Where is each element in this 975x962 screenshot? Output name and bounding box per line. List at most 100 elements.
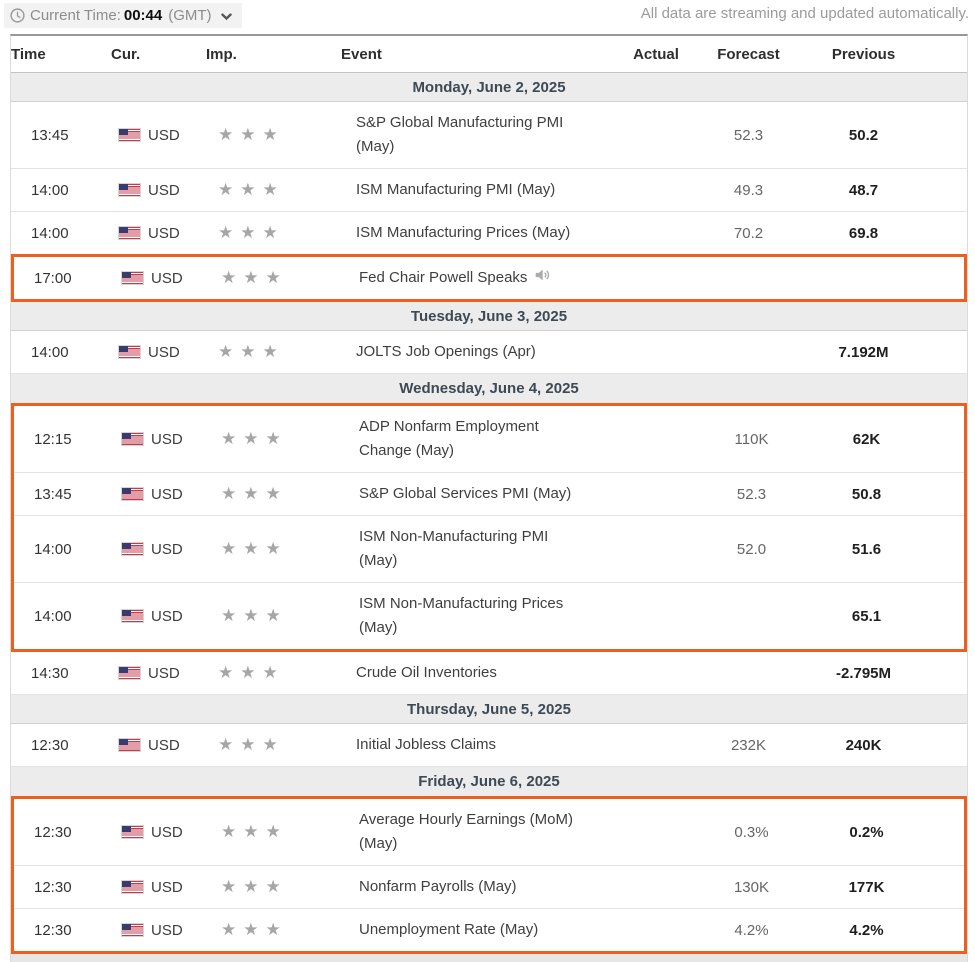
chevron-down-icon[interactable] — [220, 13, 232, 21]
star-icon: ★ — [218, 125, 234, 144]
event-line: ISM Non-Manufacturing PMI — [359, 528, 549, 545]
event-time: 13:45 — [34, 485, 72, 503]
event-name[interactable]: ADP Nonfarm Employment Change (May) — [344, 406, 619, 472]
table-row[interactable]: 12:30 USD ★ ★ ★ Initial Jobless Claims 232… — [11, 724, 967, 767]
table-row[interactable]: 14:00 USD ★ ★ ★ ISM Non-Manufacturing PMI (… — [14, 516, 964, 583]
star-icon: ★ — [265, 606, 281, 625]
star-icon: ★ — [265, 822, 281, 841]
forecast-value: 232K — [730, 736, 767, 754]
star-icon: ★ — [265, 539, 281, 558]
table-row[interactable]: 17:00 USD ★ ★ ★ Fed Chair Powell Speaks — [14, 257, 964, 299]
importance-stars: ★ ★ ★ — [206, 125, 341, 145]
event-name[interactable]: ISM Non-Manufacturing PMI (May) — [344, 516, 619, 582]
star-icon: ★ — [218, 180, 234, 199]
importance-stars: ★ ★ ★ — [209, 606, 344, 626]
event-name[interactable]: Unemployment Rate (May) — [344, 909, 619, 951]
event-line: ADP Nonfarm Employment — [359, 418, 539, 435]
event-name[interactable]: Fed Chair Powell Speaks — [344, 257, 619, 299]
event-time: 14:30 — [31, 664, 69, 682]
importance-stars: ★ ★ ★ — [209, 429, 344, 449]
star-icon: ★ — [218, 342, 234, 361]
importance-stars: ★ ★ ★ — [209, 920, 344, 940]
event-name[interactable]: Crude Oil Inventories — [341, 652, 616, 694]
event-line: Initial Jobless Claims — [356, 736, 497, 753]
importance-stars: ★ ★ ★ — [206, 342, 341, 362]
event-name[interactable]: JOLTS Job Openings (Apr) — [341, 331, 616, 373]
star-icon: ★ — [221, 268, 237, 287]
economic-calendar-table: Time Cur. Imp. Event Actual Forecast Pre… — [10, 34, 968, 962]
table-row[interactable]: 14:00 USD ★ ★ ★ ISM Manufacturing Prices (… — [11, 212, 967, 254]
day-header-monday: Monday, June 2, 2025 — [11, 73, 967, 102]
currency-label: USD — [148, 181, 180, 199]
currency-label: USD — [148, 224, 180, 242]
event-name[interactable]: S&P Global Manufacturing PMI (May) — [341, 102, 616, 168]
us-flag-icon — [118, 226, 141, 240]
star-icon: ★ — [218, 735, 234, 754]
importance-stars: ★ ★ ★ — [206, 663, 341, 683]
star-icon: ★ — [265, 877, 281, 896]
table-row[interactable]: 14:00 USD ★ ★ ★ ISM Manufacturing PMI (May… — [11, 169, 967, 212]
event-name[interactable]: Nonfarm Payrolls (May) — [344, 866, 619, 908]
star-icon: ★ — [218, 223, 234, 242]
column-header-event: Event — [341, 45, 382, 63]
table-row[interactable]: 14:00 USD ★ ★ ★ ISM Non-Manufacturing Pric… — [14, 583, 964, 649]
next-section-strip — [11, 954, 967, 962]
event-name[interactable]: Average Hourly Earnings (MoM) (May) — [344, 799, 619, 865]
day-header-friday: Friday, June 6, 2025 — [11, 767, 967, 796]
star-icon: ★ — [240, 223, 256, 242]
event-line: Crude Oil Inventories — [356, 664, 497, 681]
previous-value: 50.2 — [848, 126, 879, 144]
event-line: Average Hourly Earnings (MoM) — [359, 811, 573, 828]
event-time: 13:45 — [31, 126, 69, 144]
table-row[interactable]: 12:30 USD ★ ★ ★ Average Hourly Earnings (M… — [14, 799, 964, 866]
current-time-label: Current Time: — [30, 7, 121, 24]
speaker-icon[interactable] — [534, 266, 551, 290]
currency-label: USD — [148, 343, 180, 361]
star-icon: ★ — [240, 125, 256, 144]
event-name[interactable]: ISM Manufacturing Prices (May) — [341, 212, 616, 254]
table-row[interactable]: 14:30 USD ★ ★ ★ Crude Oil Inventories -2.7… — [11, 652, 967, 695]
currency-label: USD — [148, 736, 180, 754]
currency-cell: USD — [111, 225, 206, 242]
us-flag-icon — [118, 666, 141, 680]
event-line: Fed Chair Powell Speaks — [359, 269, 528, 286]
column-header-forecast: Forecast — [717, 45, 780, 63]
us-flag-icon — [121, 609, 144, 623]
us-flag-icon — [121, 271, 144, 285]
star-icon: ★ — [221, 484, 237, 503]
forecast-value: 110K — [734, 430, 769, 448]
timezone-label: (GMT) — [168, 7, 212, 24]
table-row[interactable]: 13:45 USD ★ ★ ★ S&P Global Manufacturing P… — [11, 102, 967, 169]
day-header-thursday: Thursday, June 5, 2025 — [11, 695, 967, 724]
currency-cell: USD — [111, 737, 206, 754]
table-row[interactable]: 12:15 USD ★ ★ ★ ADP Nonfarm Employment Chan… — [14, 406, 964, 473]
forecast-value: 49.3 — [733, 181, 764, 199]
currency-cell: USD — [114, 270, 209, 287]
event-name[interactable]: ISM Non-Manufacturing Prices (May) — [344, 583, 619, 649]
table-row[interactable]: 14:00 USD ★ ★ ★ JOLTS Job Openings (Apr) 7… — [11, 331, 967, 374]
us-flag-icon — [118, 183, 141, 197]
timezone-selector[interactable]: Current Time: 00:44 (GMT) — [4, 3, 242, 28]
event-line: (May) — [356, 138, 395, 155]
event-name[interactable]: Initial Jobless Claims — [341, 724, 616, 766]
event-name[interactable]: S&P Global Services PMI (May) — [344, 473, 619, 515]
table-row[interactable]: 12:30 USD ★ ★ ★ Nonfarm Payrolls (May) 130… — [14, 866, 964, 909]
event-name[interactable]: ISM Manufacturing PMI (May) — [341, 169, 616, 211]
currency-cell: USD — [111, 344, 206, 361]
table-row[interactable]: 12:30 USD ★ ★ ★ Unemployment Rate (May) 4.… — [14, 909, 964, 951]
highlight-box-friday: 12:30 USD ★ ★ ★ Average Hourly Earnings (M… — [11, 796, 967, 954]
forecast-value: 0.3% — [734, 823, 769, 841]
forecast-value: 4.2% — [734, 921, 769, 939]
importance-stars: ★ ★ ★ — [206, 735, 341, 755]
event-line: S&P Global Manufacturing PMI — [356, 114, 564, 131]
star-icon: ★ — [221, 822, 237, 841]
currency-cell: USD — [111, 182, 206, 199]
us-flag-icon — [118, 345, 141, 359]
previous-value: 69.8 — [848, 224, 879, 242]
currency-cell: USD — [114, 608, 209, 625]
previous-value: 177K — [848, 878, 885, 896]
currency-label: USD — [151, 823, 183, 841]
currency-cell: USD — [114, 541, 209, 558]
table-row[interactable]: 13:45 USD ★ ★ ★ S&P Global Services PMI (M… — [14, 473, 964, 516]
previous-value: 50.8 — [851, 485, 882, 503]
